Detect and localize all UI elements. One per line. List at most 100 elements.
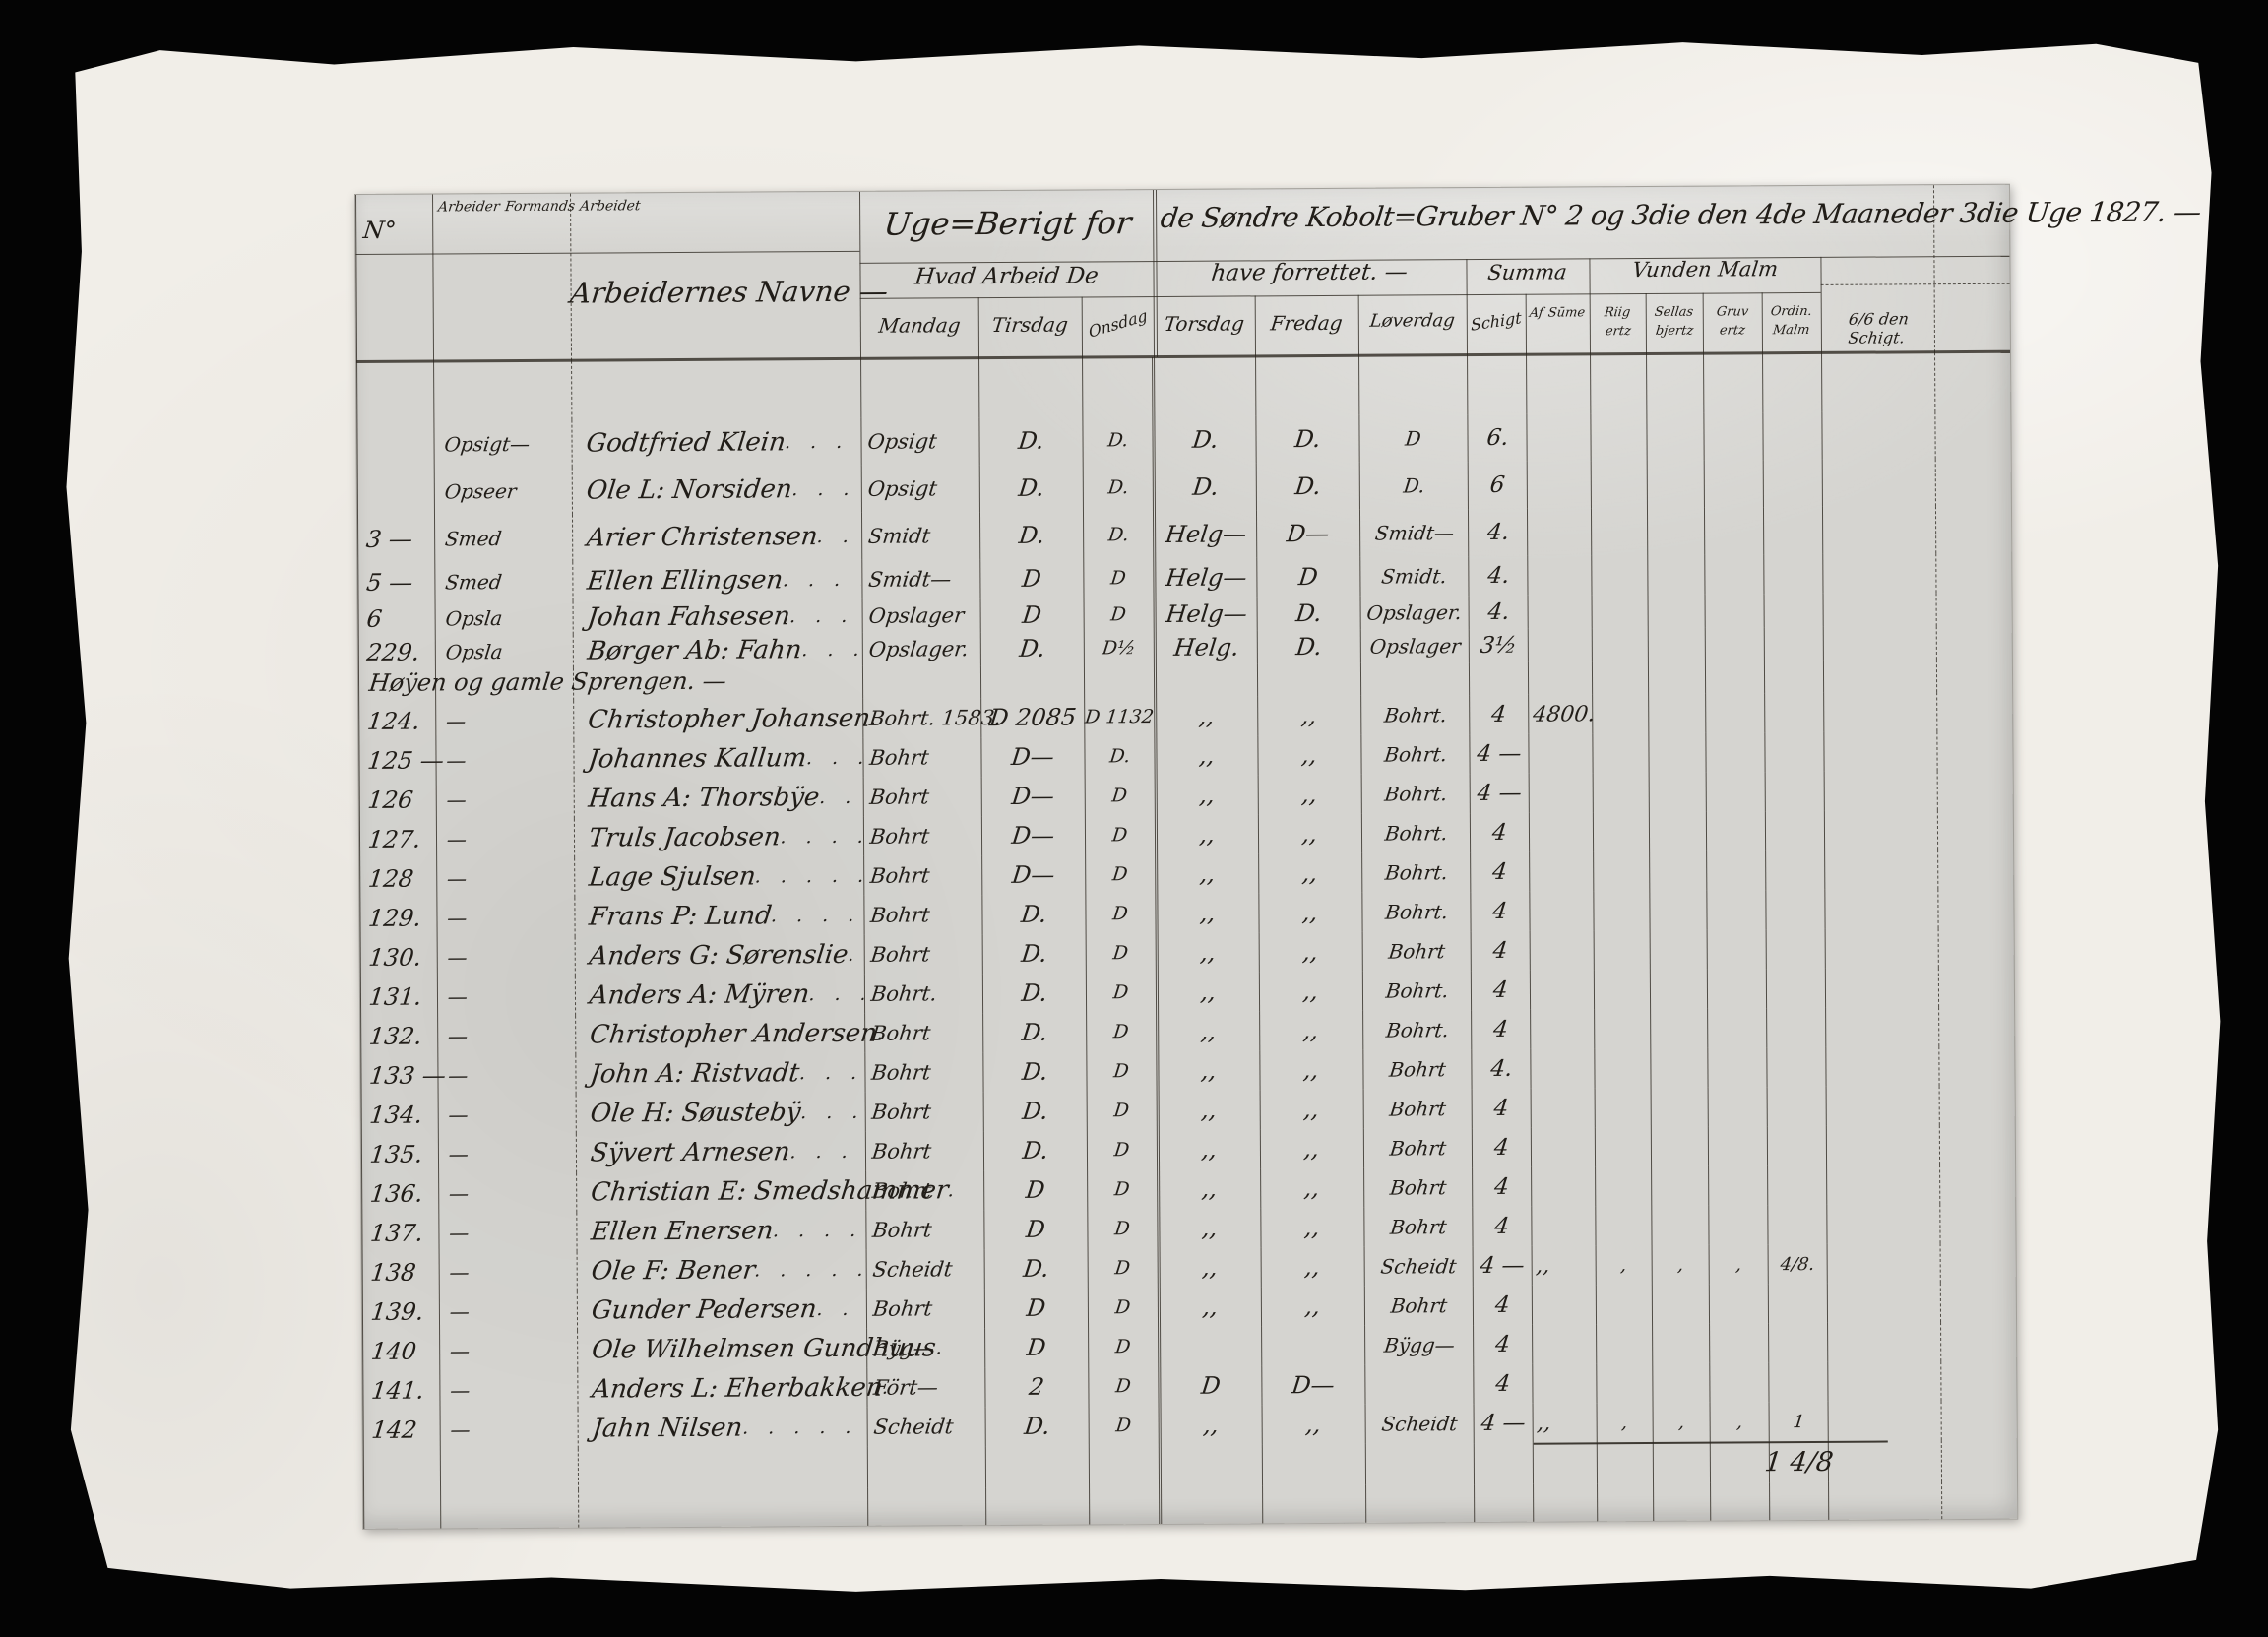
cell-onsdag: D	[1086, 854, 1159, 895]
cell-afsume	[1529, 812, 1595, 852]
cell-ordin-malm	[1763, 352, 1823, 413]
cell-worker-name: Johan Fahsesen. . . . . .	[573, 598, 863, 635]
cell-page-margin	[1940, 1204, 2016, 1243]
cell-worker-no: 141.	[363, 1370, 441, 1411]
cell-sellas-bjertz	[1647, 460, 1705, 508]
cell-onsdag: D.	[1083, 511, 1157, 559]
cell-mandag: Scheidt	[867, 1407, 986, 1447]
cell-fredag: D.	[1257, 596, 1361, 631]
cell-schigt: 4	[1471, 851, 1531, 893]
cell-worker-role: —	[438, 1015, 577, 1056]
cell-ordin-malm	[1764, 593, 1824, 628]
cell-sellas-bjertz	[1648, 554, 1706, 595]
cell-schigt: 4	[1472, 1088, 1532, 1129]
cell-page-margin	[1937, 626, 2013, 660]
cell-worker-no: 127.	[359, 819, 438, 859]
cell-loverdag: Bohrt	[1364, 1167, 1474, 1208]
cell-loverdag: Smidt—	[1359, 509, 1470, 557]
cell-onsdag: D	[1087, 1130, 1161, 1170]
cell-sellas-bjertz	[1653, 1441, 1712, 1483]
cell-onsdag: D	[1089, 1366, 1162, 1407]
cell-torsdag: ,,	[1159, 1011, 1261, 1052]
cell-riig-ertz	[1595, 1087, 1652, 1128]
cell-torsdag: ,,	[1160, 1208, 1262, 1249]
cell-schigt: 4	[1471, 891, 1531, 932]
cell-onsdag	[1090, 1486, 1163, 1525]
cell-tirsdag: D—	[982, 854, 1087, 896]
cell-riig-ertz	[1597, 1362, 1654, 1404]
rule-line	[1081, 296, 1084, 358]
cell-ordin-malm	[1766, 889, 1826, 930]
dotted-leader: . . . . . . . .	[815, 1297, 867, 1321]
cell-fredag: D—	[1262, 1364, 1366, 1406]
cell-riig-ertz	[1595, 1126, 1653, 1167]
cell-sellas-bjertz: ,	[1653, 1402, 1711, 1442]
cell-sellas-bjertz	[1649, 772, 1707, 812]
cell-wide	[1823, 593, 1937, 627]
cell-onsdag: D.	[1083, 416, 1156, 465]
cell-afsume: 4800.	[1529, 694, 1597, 734]
cell-wide	[1825, 889, 1939, 929]
cell-sellas-bjertz	[1647, 412, 1705, 461]
cell-tirsdag: D.	[982, 933, 1087, 975]
cell-sellas-bjertz	[1650, 969, 1709, 1009]
cell-afsume	[1534, 1483, 1599, 1522]
cell-page-margin	[1940, 1125, 2016, 1165]
cell-worker-no: 129.	[360, 898, 438, 938]
cell-page-margin	[1942, 1440, 2018, 1481]
cell-onsdag: D½	[1084, 631, 1157, 665]
cell-gruv-ertz	[1706, 811, 1767, 851]
cell-torsdag	[1162, 1485, 1264, 1525]
cell-tirsdag: D	[980, 598, 1085, 633]
cell-tirsdag: D	[984, 1169, 1089, 1211]
cell-tirsdag: D.	[983, 1091, 1088, 1132]
cell-worker-no: 130.	[360, 937, 438, 977]
cell-loverdag: Smidt.	[1360, 556, 1470, 597]
cell-torsdag: ,,	[1158, 972, 1261, 1013]
cell-onsdag: D	[1088, 1288, 1162, 1328]
cell-torsdag: ,,	[1157, 696, 1259, 737]
cell-schigt: 4	[1474, 1363, 1534, 1405]
cell-schigt: 4	[1473, 1206, 1533, 1247]
cell-gruv-ertz	[1705, 594, 1765, 628]
cell-mandag	[867, 1446, 987, 1488]
day-header-fredag: Fredag	[1269, 310, 1345, 336]
cell-loverdag: Bohrt.	[1361, 734, 1471, 775]
cell-gruv-ertz	[1710, 1323, 1770, 1363]
cell-schigt: 4.	[1472, 1048, 1532, 1090]
cell-page-margin	[1937, 593, 2013, 626]
cell-riig-ertz	[1593, 772, 1650, 813]
cell-tirsdag	[985, 1445, 1091, 1488]
cell-wide	[1825, 968, 1940, 1008]
cell-worker-no: 5 —	[358, 562, 436, 602]
cell-worker-role: —	[439, 1251, 578, 1292]
cell-afsume	[1531, 1009, 1596, 1049]
cell-onsdag: D	[1084, 598, 1157, 632]
cell-sellas-bjertz	[1651, 1087, 1709, 1127]
cell-sellas-bjertz	[1647, 507, 1706, 555]
cell-sellas-bjertz	[1649, 693, 1707, 733]
cell-wide	[1823, 626, 1937, 661]
malm-header-riig: Riig ertz	[1604, 305, 1632, 340]
cell-torsdag: ,,	[1157, 735, 1259, 777]
cell-worker-name: Hans A: Thorsbÿe. . . . . . .	[574, 777, 864, 819]
cell-torsdag: ,,	[1158, 932, 1260, 974]
cell-fredag: ,,	[1258, 695, 1362, 736]
cell-worker-no	[364, 1490, 442, 1529]
cell-riig-ertz	[1593, 693, 1650, 734]
cell-afsume	[1531, 1088, 1596, 1128]
cell-worker-name: John A: Ristvadt. . . . . . .	[576, 1052, 866, 1095]
cell-schigt	[1474, 1442, 1535, 1485]
cell-mandag: Bohrt. 1583.	[863, 698, 1002, 738]
cell-worker-role: —	[440, 1369, 579, 1411]
cell-afsume	[1530, 891, 1595, 931]
cell-wide	[1826, 1007, 1940, 1047]
cell-tirsdag: D.	[985, 1406, 1090, 1447]
cell-ordin-malm	[1767, 1125, 1828, 1166]
cell-riig-ertz	[1594, 929, 1651, 971]
cell-page-margin	[1935, 352, 2011, 411]
cell-torsdag: ,,	[1157, 814, 1260, 855]
cell-tirsdag	[980, 664, 1086, 699]
cell-page-margin	[1938, 771, 2014, 810]
cell-mandag: Bohrt	[865, 1092, 984, 1132]
